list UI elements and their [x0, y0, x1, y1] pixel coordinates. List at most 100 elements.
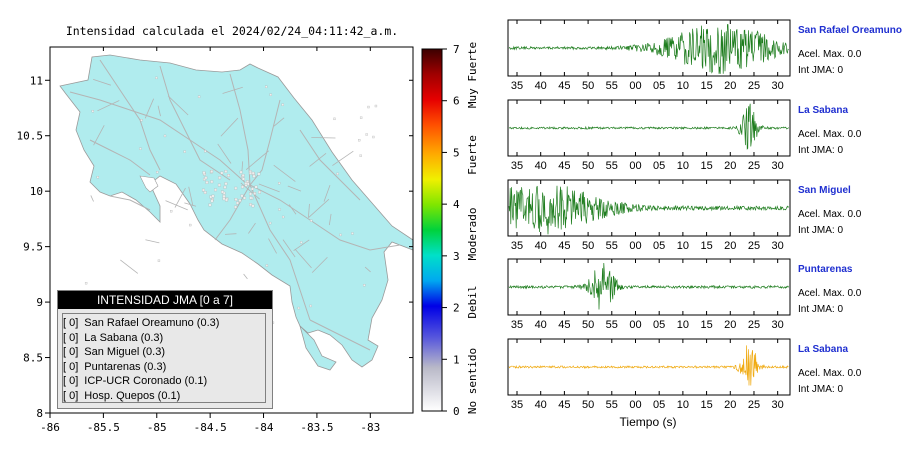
colorbar-tick-label: 0	[453, 405, 460, 418]
lat-tick-label: 9	[36, 296, 43, 309]
trace-tick-label: 10	[677, 80, 689, 92]
colorbar-tick-label: 5	[453, 146, 460, 159]
seismogram-panels: 35 40 45 50 55 00 05 10 15 20 25 30 35 40 45 50 55 00 05 10…	[507, 19, 791, 411]
trace-tick-label: 25	[748, 160, 760, 172]
station-jma: Int JMA: 0	[798, 384, 844, 395]
trace-tick-label: 55	[606, 240, 618, 252]
legend-item-name: San Rafael Oreamuno (0.3)	[84, 317, 220, 329]
road-network	[69, 59, 401, 351]
trace-tick-label: 50	[582, 240, 594, 252]
trace-tick-label: 55	[606, 319, 618, 331]
lat-tick-label: 9.5	[23, 241, 43, 254]
colorbar-tick-label: 3	[453, 250, 460, 263]
legend-item-name: La Sabana (0.3)	[84, 331, 164, 344]
trace-tick-label: 25	[748, 319, 760, 331]
station-accel: Acel. Max. 0.0	[798, 49, 862, 60]
legend-item-name: San Miguel (0.3)	[84, 346, 166, 358]
trace-tick-label: 10	[677, 399, 689, 411]
lon-tick-label: -84.5	[194, 421, 227, 434]
trace-tick-label: 25	[748, 399, 760, 411]
trace-tick-label: 05	[653, 240, 665, 252]
trace-tick-label: 10	[677, 160, 689, 172]
legend-item-level: [ 0]	[63, 360, 79, 373]
trace-tick-label: 45	[558, 399, 570, 411]
country-shape	[59, 54, 414, 368]
trace-tick-label: 35	[511, 240, 523, 252]
lat-tick-label: 11	[30, 74, 43, 87]
trace-tick-label: 20	[724, 319, 736, 331]
trace-tick-label: 15	[700, 160, 712, 172]
legend-item-level: [ 0]	[63, 389, 79, 402]
legend-item: [ 0] Puntarenas (0.3)	[63, 360, 265, 375]
trace-tick-label: 15	[700, 399, 712, 411]
lon-tick-label: -84	[254, 421, 274, 434]
trace-tick-label: 30	[772, 80, 784, 92]
intensity-legend: INTENSIDAD JMA [0 a 7] [ 0] San Rafael Or…	[57, 290, 273, 409]
trace-tick-label: 10	[677, 319, 689, 331]
lat-tick-label: 8.5	[23, 352, 43, 365]
trace-line	[508, 262, 789, 310]
colorbar-tick-label: 1	[453, 353, 460, 366]
trace-panel: 35 40 45 50 55 00 05 10 15 20 25 30	[507, 258, 791, 331]
trace-tick-label: 45	[558, 319, 570, 331]
trace-tick-label: 50	[582, 399, 594, 411]
trace-tick-label: 35	[511, 80, 523, 92]
legend-item-level: [ 0]	[63, 346, 79, 358]
trace-tick-label: 55	[606, 160, 618, 172]
trace-tick-label: 40	[535, 240, 547, 252]
station-name: Puntarenas	[798, 264, 853, 275]
legend-item: [ 0] ICP-UCR Coronado (0.1)	[63, 374, 265, 389]
legend-item: [ 0] Hosp. Quepos (0.1)	[63, 389, 265, 404]
trace-tick-label: 25	[748, 80, 760, 92]
trace-tick-label: 40	[535, 399, 547, 411]
map-axes: -86 -85.5 -85 -84.5 -84 -83.5 -83 11 10.5 10 9.5 9 8…	[17, 47, 413, 434]
gulf-nicoya	[139, 175, 159, 193]
trace-tick-label: 00	[629, 399, 641, 411]
trace-tick-label: 40	[535, 80, 547, 92]
map-title: Intensidad calculada el 2024/02/24_04:11…	[66, 24, 398, 38]
trace-tick-label: 10	[677, 240, 689, 252]
colorbar	[421, 48, 443, 412]
legend-list: [ 0] San Rafael Oreamuno (0.3) [ 0] La Saba…	[62, 313, 266, 403]
osa-peninsula	[299, 324, 337, 371]
trace-tick-label: 35	[511, 319, 523, 331]
station-accel: Acel. Max. 0.0	[798, 129, 862, 140]
trace-panel: 35 40 45 50 55 00 05 10 15 20 25 30	[507, 19, 791, 92]
trace-tick-label: 00	[629, 319, 641, 331]
costa-rica-land	[59, 54, 414, 371]
legend-item-name: ICP-UCR Coronado (0.1)	[84, 375, 208, 387]
trace-tick-label: 20	[724, 399, 736, 411]
trace-tick-label: 55	[606, 399, 618, 411]
trace-tick-label: 45	[558, 240, 570, 252]
trace-tick-label: 50	[582, 80, 594, 92]
trace-tick-label: 45	[558, 160, 570, 172]
trace-tick-label: 30	[772, 240, 784, 252]
trace-tick-label: 15	[700, 80, 712, 92]
trace-line	[508, 103, 789, 150]
legend-header: INTENSIDAD JMA [0 a 7]	[58, 291, 272, 309]
legend-item-level: [ 0]	[63, 317, 79, 329]
colorbar-ticks: 7 6 5 4 3 2 1 0	[442, 43, 460, 418]
trace-tick-label: 55	[606, 80, 618, 92]
station-accel: Acel. Max. 0.0	[798, 209, 862, 220]
lat-tick-label: 10.5	[17, 130, 44, 143]
legend-item: [ 0] San Rafael Oreamuno (0.3)	[63, 316, 265, 331]
traces-xlabel: Tiempo (s)	[620, 415, 677, 429]
colorbar-level-label: Muy Fuerte	[466, 42, 479, 108]
trace-tick-label: 50	[582, 160, 594, 172]
legend-item-name: Puntarenas (0.3)	[84, 360, 167, 373]
lon-tick-label: -83	[360, 421, 380, 434]
legend-item-level: [ 0]	[63, 331, 79, 344]
legend-item-level: [ 0]	[63, 375, 79, 387]
trace-tick-label: 00	[629, 160, 641, 172]
colorbar-level-label: Moderado	[466, 208, 479, 261]
trace-tick-label: 15	[700, 240, 712, 252]
station-jma: Int JMA: 0	[798, 304, 844, 315]
lon-tick-label: -85	[147, 421, 167, 434]
trace-panel: 35 40 45 50 55 00 05 10 15 20 25 30	[507, 338, 791, 411]
lat-tick-label: 10	[30, 185, 43, 198]
trace-tick-label: 30	[772, 319, 784, 331]
station-name: San Rafael Oreamuno	[798, 25, 902, 36]
trace-tick-label: 20	[724, 80, 736, 92]
